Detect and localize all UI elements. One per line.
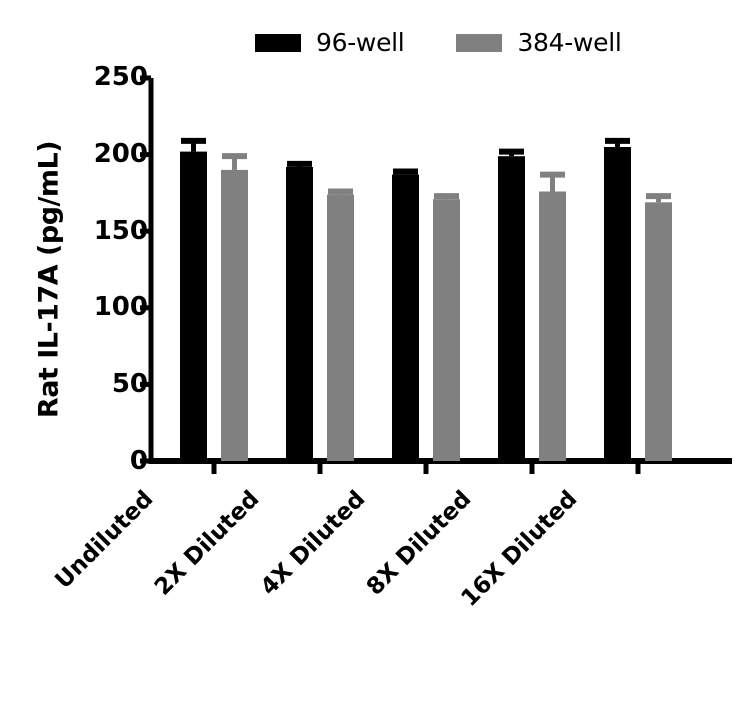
bar-group-16x-diluted <box>604 137 672 462</box>
bar-16x-diluted-384-well[interactable] <box>645 202 672 462</box>
chart-legend: 96-well 384-well <box>255 28 622 57</box>
legend-label-96-well: 96-well <box>316 28 405 57</box>
y-tick-label-200: 200 <box>93 139 148 169</box>
legend-entry-384-well[interactable]: 384-well <box>456 28 622 57</box>
legend-label-384-well: 384-well <box>517 28 622 57</box>
bar-16x-diluted-96-well[interactable] <box>604 147 631 461</box>
errorbar-2x-diluted-384-well <box>328 188 353 195</box>
bar-undiluted-96-well[interactable] <box>180 151 207 461</box>
legend-swatch-384-well <box>456 33 503 52</box>
legend-swatch-96-well <box>255 33 301 52</box>
bar-8x-diluted-96-well[interactable] <box>498 156 525 461</box>
bar-group-4x-diluted <box>392 168 460 461</box>
errorbar-16x-diluted-384-well <box>646 193 671 203</box>
errorbar-8x-diluted-96-well <box>499 148 524 157</box>
bar-8x-diluted-384-well[interactable] <box>539 191 566 462</box>
errorbar-8x-diluted-384-well <box>540 171 565 192</box>
y-axis-ticks <box>140 75 151 464</box>
y-tick-label-150: 150 <box>93 216 148 246</box>
errorbar-4x-diluted-96-well <box>393 168 418 175</box>
errorbar-16x-diluted-96-well <box>605 137 630 147</box>
x-axis-ticks <box>211 461 641 474</box>
y-tick-label-100: 100 <box>93 292 148 322</box>
errorbar-2x-diluted-96-well <box>287 160 312 167</box>
legend-entry-96-well[interactable]: 96-well <box>255 28 405 57</box>
bar-undiluted-384-well[interactable] <box>221 169 248 461</box>
bar-group-8x-diluted <box>498 148 566 462</box>
bar-2x-diluted-96-well[interactable] <box>286 167 313 461</box>
errorbar-undiluted-384-well <box>222 153 247 170</box>
bar-group-2x-diluted <box>286 160 354 461</box>
errorbar-4x-diluted-384-well <box>434 193 459 200</box>
bar-4x-diluted-96-well[interactable] <box>392 174 419 461</box>
bar-4x-diluted-384-well[interactable] <box>433 199 460 461</box>
y-tick-label-0: 0 <box>129 446 148 476</box>
bar-2x-diluted-384-well[interactable] <box>327 194 354 461</box>
bar-chart-figure: 96-well 384-well Rat IL-17A (pg/mL) 250 … <box>34 28 732 612</box>
bar-group-undiluted <box>180 137 248 461</box>
y-tick-label-250: 250 <box>93 62 148 92</box>
errorbar-undiluted-96-well <box>181 137 206 152</box>
plot-area <box>140 75 732 474</box>
